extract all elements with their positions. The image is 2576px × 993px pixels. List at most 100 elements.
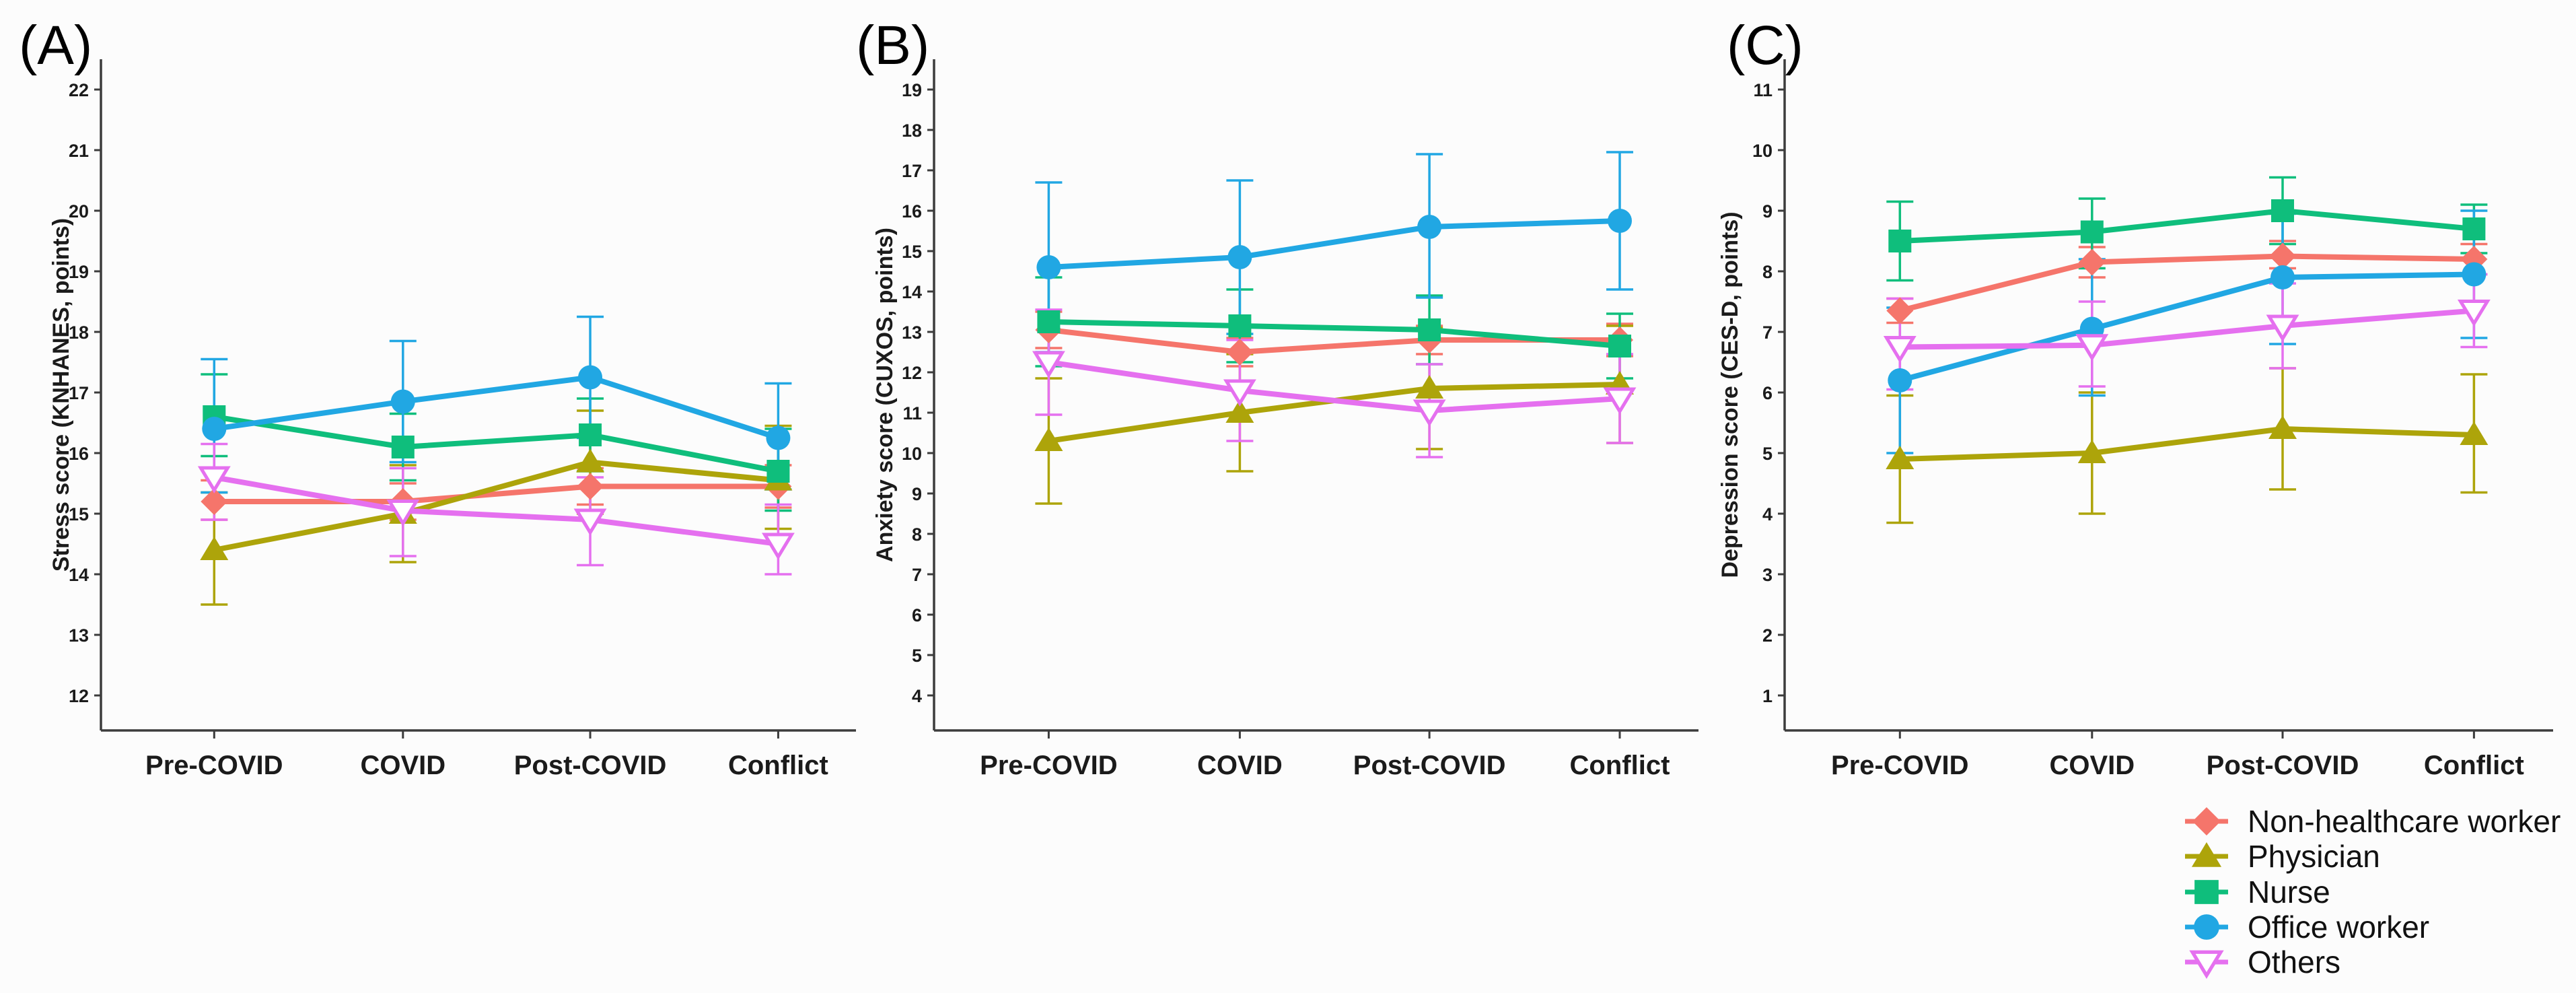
y-tick-label: 15 — [69, 504, 89, 524]
y-tick-label: 18 — [902, 121, 922, 141]
legend-key-marker — [2192, 807, 2221, 835]
series-line-nurse — [213, 414, 779, 474]
series-line-nurse — [1048, 319, 1620, 349]
y-tick-label: 13 — [902, 322, 922, 343]
data-point-marker — [202, 417, 227, 441]
legend-item-physician: Physician — [2185, 839, 2380, 874]
y-tick-label: 2 — [1762, 625, 1773, 646]
data-point-marker — [577, 473, 604, 500]
data-point-marker — [2460, 421, 2489, 445]
x-category-label: Pre-COVID — [1831, 751, 1969, 780]
panel-label: (C) — [1727, 15, 1803, 76]
data-point-marker — [761, 533, 795, 560]
data-point-marker — [1036, 255, 1061, 279]
data-point-marker — [1037, 310, 1061, 333]
y-tick-label: 11 — [902, 403, 922, 423]
data-point-marker — [1418, 318, 1441, 341]
legend: Non-healthcare workerPhysicianNurseOffic… — [2185, 804, 2561, 980]
legend-item-others: Others — [2185, 945, 2340, 980]
y-tick-label: 9 — [912, 484, 922, 504]
data-point-marker — [1412, 399, 1446, 427]
data-point-marker — [2269, 242, 2297, 270]
legend-key-marker — [2194, 880, 2219, 904]
data-point-marker — [1888, 368, 1912, 392]
series-line-non-healthcare-worker — [1899, 253, 2474, 314]
data-point-marker — [766, 425, 791, 450]
legend-label: Non-healthcare worker — [2248, 804, 2561, 839]
data-point-marker — [2268, 415, 2297, 439]
data-point-marker — [1886, 297, 1914, 324]
legend-key-marker — [2189, 950, 2224, 980]
data-point-marker — [1883, 336, 1917, 364]
data-point-marker — [1417, 215, 1442, 239]
series-line-others — [1900, 308, 2474, 350]
data-point-marker — [1607, 209, 1632, 233]
series-line-physician — [1048, 382, 1620, 444]
legend-item-office-worker: Office worker — [2185, 910, 2429, 945]
y-tick-label: 6 — [912, 605, 922, 625]
data-point-marker — [201, 488, 228, 515]
data-point-marker — [1888, 230, 1912, 252]
data-point-marker — [1034, 427, 1063, 451]
y-tick-label: 16 — [902, 201, 922, 221]
data-point-marker — [573, 508, 607, 536]
x-category-label: Post-COVID — [1353, 751, 1506, 780]
y-tick-label: 8 — [912, 524, 922, 545]
y-axis-title: Anxiety score (CUXOS, points) — [872, 228, 898, 562]
x-category-label: Conflict — [2424, 751, 2524, 780]
series-line-others — [213, 475, 779, 547]
legend-label: Nurse — [2248, 875, 2330, 910]
y-tick-label: 17 — [69, 383, 89, 403]
legend-item-nurse: Nurse — [2185, 875, 2330, 910]
legend-key-marker — [2194, 914, 2219, 940]
legend-key-marker — [2191, 842, 2222, 867]
y-tick-label: 19 — [902, 80, 922, 100]
y-tick-label: 17 — [902, 161, 922, 181]
data-point-marker — [200, 537, 229, 560]
data-point-marker — [2462, 262, 2486, 287]
y-tick-label: 5 — [912, 646, 922, 666]
data-point-marker — [579, 423, 602, 446]
panel-label: (A) — [19, 15, 92, 76]
data-point-marker — [390, 389, 415, 414]
data-point-marker — [2075, 334, 2109, 362]
x-category-label: Conflict — [1570, 751, 1670, 780]
series-line-physician — [213, 459, 779, 553]
y-tick-label: 11 — [1753, 80, 1773, 100]
y-tick-label: 22 — [69, 80, 89, 100]
y-axis-title: Depression score (CES-D, points) — [1717, 211, 1743, 578]
series-line-others — [1048, 359, 1620, 414]
y-tick-label: 8 — [1762, 262, 1773, 282]
y-tick-label: 19 — [69, 262, 89, 282]
series-line-office-worker — [213, 374, 779, 441]
y-tick-label: 15 — [902, 242, 922, 262]
data-point-marker — [2457, 300, 2491, 327]
panel-label: (B) — [856, 15, 929, 76]
y-tick-label: 12 — [69, 686, 89, 706]
data-point-marker — [197, 466, 231, 493]
panel-C: (C) Depression score (CES-D, points) 1 2 3 4 5… — [1717, 15, 2553, 780]
data-point-marker — [1226, 339, 1254, 366]
data-point-marker — [2266, 314, 2299, 342]
x-category-label: COVID — [2049, 751, 2135, 780]
y-tick-label: 10 — [902, 444, 922, 464]
data-point-marker — [1227, 245, 1252, 269]
data-point-marker — [2077, 440, 2106, 463]
legend-label: Physician — [2248, 839, 2380, 874]
legend-label: Office worker — [2248, 910, 2429, 945]
y-tick-label: 9 — [1762, 201, 1773, 221]
data-point-marker — [2078, 248, 2106, 276]
y-tick-label: 7 — [912, 565, 922, 585]
panel-B: (B) Anxiety score (CUXOS, points) 4 5 6 7 8 9 10… — [856, 15, 1698, 780]
data-point-marker — [1225, 399, 1254, 423]
data-point-marker — [1223, 379, 1256, 407]
x-category-label: COVID — [360, 751, 445, 780]
y-tick-label: 6 — [1762, 383, 1773, 403]
x-category-label: Conflict — [728, 751, 828, 780]
legend-label: Others — [2248, 945, 2340, 980]
y-tick-label: 20 — [69, 201, 89, 221]
data-point-marker — [1228, 314, 1252, 337]
data-point-marker — [766, 460, 790, 483]
series-line-office-worker — [1048, 218, 1620, 270]
